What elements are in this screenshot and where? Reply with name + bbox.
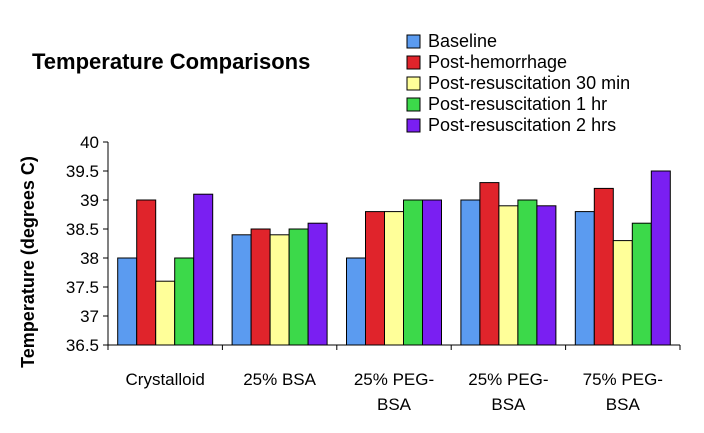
x-tick-label: 25% PEG- xyxy=(354,370,434,389)
x-tick-label: 75% PEG- xyxy=(583,370,663,389)
bar xyxy=(384,211,404,346)
legend-swatch xyxy=(406,34,421,49)
bar xyxy=(250,228,271,346)
bar xyxy=(193,193,214,346)
bar xyxy=(403,199,423,346)
bar xyxy=(422,199,442,346)
bar xyxy=(365,211,385,346)
legend-label: Baseline xyxy=(428,31,497,51)
y-tick-label: 39.5 xyxy=(66,162,99,181)
bar xyxy=(269,234,290,346)
bar xyxy=(136,199,157,346)
x-tick-label: BSA xyxy=(606,395,641,414)
y-tick-label: 38.5 xyxy=(66,220,99,239)
x-tick-label: Crystalloid xyxy=(126,370,205,389)
chart-title: Temperature Comparisons xyxy=(32,49,310,74)
bar xyxy=(117,257,138,346)
bar xyxy=(307,222,328,346)
x-tick-label: BSA xyxy=(377,395,412,414)
legend-label: Post-resuscitation 1 hr xyxy=(428,94,607,114)
y-tick-label: 40 xyxy=(80,133,99,152)
bar xyxy=(498,205,519,346)
bar xyxy=(288,228,309,346)
legend-label: Post-resuscitation 30 min xyxy=(428,73,630,93)
bar xyxy=(346,257,366,346)
y-tick-label: 36.5 xyxy=(66,336,99,355)
bar xyxy=(536,205,557,346)
bar xyxy=(174,257,195,346)
x-tick-label: 25% PEG- xyxy=(468,370,548,389)
y-tick-label: 38 xyxy=(80,249,99,268)
bar xyxy=(574,211,595,346)
x-tick-label: BSA xyxy=(491,395,526,414)
bar xyxy=(155,280,176,346)
y-tick-label: 39 xyxy=(80,191,99,210)
y-tick-label: 37.5 xyxy=(66,278,99,297)
legend-swatch xyxy=(406,55,421,70)
bar xyxy=(612,240,633,346)
bar xyxy=(631,222,652,346)
bar xyxy=(460,199,481,346)
y-tick-label: 37 xyxy=(80,307,99,326)
x-tick-label: 25% BSA xyxy=(243,370,316,389)
legend-swatch xyxy=(406,118,421,133)
plot-area: 36.5 37 37.5 38 38.5 39 39.5 40 Crystalloid 25% B… xyxy=(66,133,681,414)
y-axis-title: Temperature (degrees C) xyxy=(18,156,38,368)
bar xyxy=(593,187,614,346)
legend-label: Post-hemorrhage xyxy=(428,52,567,72)
bar xyxy=(479,182,500,346)
legend-swatch xyxy=(406,76,421,91)
bar xyxy=(517,199,538,346)
legend-label: Post-resuscitation 2 hrs xyxy=(428,115,616,135)
bar xyxy=(650,170,671,346)
legend-swatch xyxy=(406,97,421,112)
legend: BaselinePost-hemorrhagePost-resuscitatio… xyxy=(406,31,630,135)
bar xyxy=(231,234,252,346)
